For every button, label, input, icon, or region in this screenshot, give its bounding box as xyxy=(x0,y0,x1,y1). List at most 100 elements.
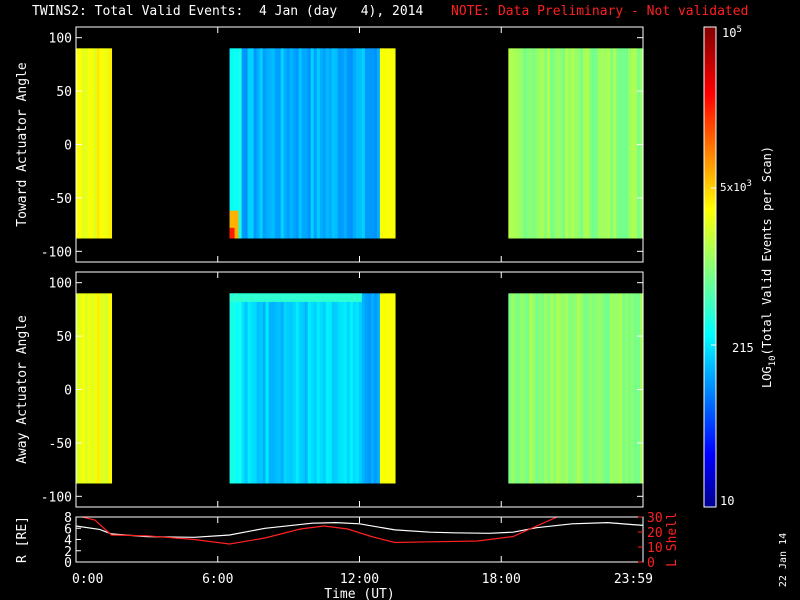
y-tick-label: 50 xyxy=(56,330,72,345)
heatmap-cell xyxy=(361,48,366,239)
heatmap-cell xyxy=(268,293,273,484)
heatmap-cell xyxy=(262,48,267,239)
heatmap-cell xyxy=(289,293,294,484)
heatmap-cell xyxy=(535,48,539,239)
heatmap-cell xyxy=(322,48,327,239)
heatmap-cell xyxy=(541,293,545,484)
heatmap-cell xyxy=(598,293,602,484)
heatmap-cell xyxy=(271,48,276,239)
colorbar-label: LOG10(Total Valid Events per Scan) xyxy=(760,146,778,388)
heatmap-cell xyxy=(553,48,557,239)
heatmap-cell xyxy=(81,293,86,484)
heatmap-segment xyxy=(76,293,113,484)
heatmap-cell xyxy=(301,293,306,484)
heatmap-cell xyxy=(304,48,309,239)
heatmap-cell xyxy=(547,48,551,239)
heatmap-cell xyxy=(604,293,608,484)
heatmap-cell xyxy=(550,48,554,239)
heatmap-cell xyxy=(102,293,107,484)
heatmap-cell xyxy=(259,293,264,484)
heatmap-cell xyxy=(565,293,569,484)
heatmap-cell xyxy=(93,293,98,484)
heatmap-cell xyxy=(634,48,638,239)
heatmap-segment xyxy=(229,293,396,484)
heatmap-segment xyxy=(76,48,113,239)
heatmap-cell xyxy=(508,293,512,484)
heatmap-cell xyxy=(514,48,518,239)
heatmap-cell xyxy=(105,48,110,239)
heatmap-cell xyxy=(244,293,249,484)
heatmap-cell xyxy=(262,293,267,484)
heatmap-cell xyxy=(625,293,629,484)
heatmap-cell xyxy=(301,48,306,239)
heatmap-cell xyxy=(622,48,626,239)
heatmap-cell xyxy=(244,48,249,239)
colorbar-tick-label: 5x103 xyxy=(720,179,752,194)
heatmap-cell xyxy=(108,293,113,484)
heatmap-cell xyxy=(292,293,297,484)
heatmap-cell xyxy=(99,48,104,239)
heatmap-cell xyxy=(382,293,387,484)
heatmap-cell xyxy=(538,48,542,239)
colorbar-scale xyxy=(703,26,717,508)
heatmap-segment xyxy=(508,293,644,484)
colorbar-tick-mant: 5x xyxy=(720,181,734,194)
right-axis-label: L Shell xyxy=(665,512,680,567)
heatmap-cell xyxy=(229,48,234,239)
heatmap-panel-toward: 100 50 0 -50 -100 Toward Actuator Angle xyxy=(15,26,644,263)
heatmap-cell xyxy=(640,293,644,484)
heatmap-cell xyxy=(535,293,539,484)
heatmap-cell xyxy=(331,293,336,484)
y-axis-label: Toward Actuator Angle xyxy=(15,62,30,227)
heatmap-cell xyxy=(102,48,107,239)
heatmap-cell xyxy=(283,293,288,484)
right-tick-label: 0 xyxy=(647,556,655,571)
heatmap-cell xyxy=(277,293,282,484)
heatmap-cell xyxy=(298,48,303,239)
date-stamp: 22 Jan 14 xyxy=(778,533,789,587)
heatmap-cell xyxy=(589,293,593,484)
heatmap-cell xyxy=(592,48,596,239)
heatmap-cell xyxy=(613,48,617,239)
heatmap-cell xyxy=(84,48,89,239)
heatmap-cell xyxy=(334,48,339,239)
heatmap-cell xyxy=(592,293,596,484)
colorbar-tick-label: 215 xyxy=(732,341,754,355)
heatmap-cell xyxy=(373,48,378,239)
heatmap-cell xyxy=(559,48,563,239)
x-tick-label: 12:00 xyxy=(340,572,379,587)
heatmap-cell xyxy=(232,293,237,484)
heatmap-cell xyxy=(90,48,95,239)
heatmap-cell xyxy=(370,48,375,239)
heatmap-cell xyxy=(571,48,575,239)
heatmap-cell xyxy=(352,293,357,484)
heatmap-cell xyxy=(274,48,279,239)
heatmap-cell xyxy=(268,48,273,239)
heatmap-cell xyxy=(571,293,575,484)
heatmap-cell xyxy=(382,48,387,239)
heatmap-cell xyxy=(322,293,327,484)
heatmap-cell xyxy=(271,293,276,484)
heatmap-cell xyxy=(544,48,548,239)
heatmap-cell xyxy=(541,48,545,239)
heatmap-cell xyxy=(235,48,240,239)
heatmap-cell xyxy=(235,293,240,484)
heatmap-cell xyxy=(349,293,354,484)
heatmap-cell xyxy=(628,293,632,484)
y-tick-label: 50 xyxy=(56,85,72,100)
heatmap-segment xyxy=(508,48,644,239)
heatmap-cell xyxy=(601,293,605,484)
heatmap-cell xyxy=(595,293,599,484)
heatmap-panel-away: 100 50 0 -50 -100 Away Actuator Angle xyxy=(15,271,644,508)
left-tick-label: 8 xyxy=(64,511,72,526)
heatmap-cell xyxy=(523,48,527,239)
heatmap-cell xyxy=(553,293,557,484)
heatmap-cell xyxy=(298,293,303,484)
heatmap-cell xyxy=(562,293,566,484)
heatmap-cell xyxy=(598,48,602,239)
lshell-series-line xyxy=(79,517,559,545)
heatmap-cell xyxy=(568,48,572,239)
heatmap-cell xyxy=(331,48,336,239)
left-tick-label: 2 xyxy=(64,545,72,560)
heatmap-cell xyxy=(520,48,524,239)
